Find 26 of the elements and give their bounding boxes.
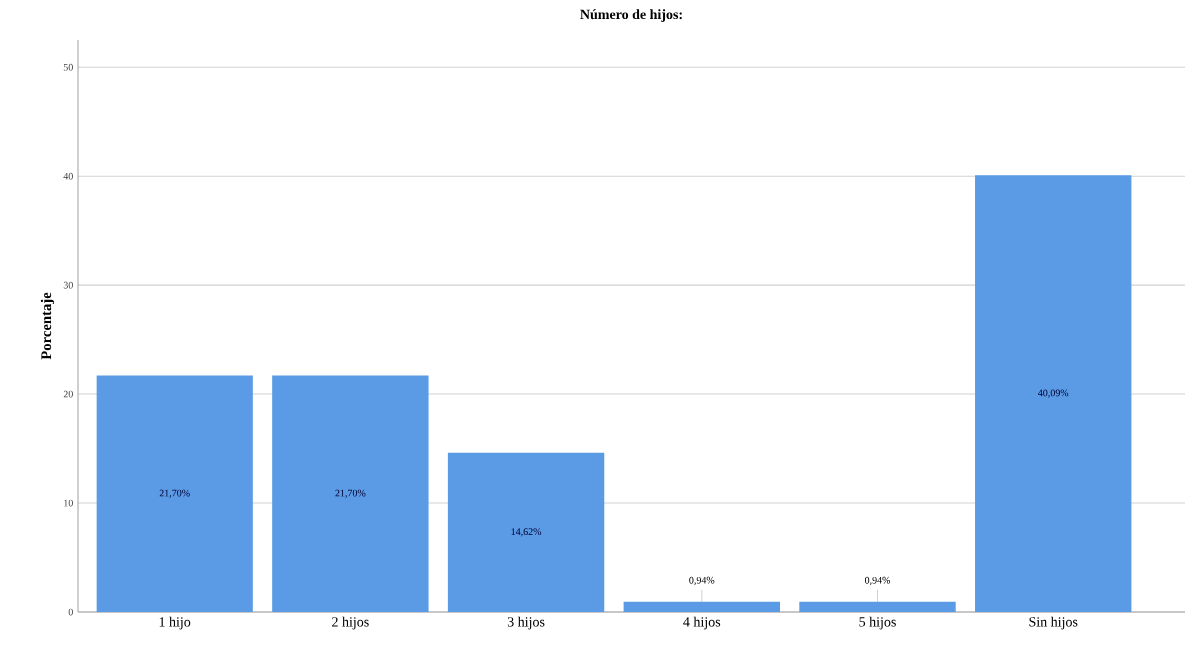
y-tick-label: 10 (64, 499, 73, 507)
x-tick-label: 1 hijo (159, 616, 191, 630)
chart-title: Número de hijos: (580, 9, 682, 22)
x-tick-label: 3 hijos (507, 616, 545, 630)
data-label: 0,94% (864, 576, 891, 586)
y-axis-title: Porcentaje (40, 292, 55, 360)
x-tick-label: 2 hijos (332, 616, 369, 630)
bar (272, 375, 429, 612)
data-label: 21,70% (335, 489, 366, 498)
bar (975, 175, 1132, 612)
bar (447, 452, 605, 612)
data-label: 40,09% (1038, 389, 1069, 398)
y-tick-label: 20 (63, 390, 73, 398)
y-tick-label: 40 (63, 172, 73, 180)
x-tick-label: 5 hijos (859, 616, 896, 630)
bar (799, 601, 956, 612)
data-label: 0,94% (689, 576, 715, 586)
data-label: 14,62% (511, 528, 542, 537)
y-tick-label: 50 (63, 63, 73, 71)
x-tick-label: Sin hijos (1029, 616, 1078, 630)
bar (623, 601, 780, 612)
y-tick-label: 30 (63, 281, 73, 289)
bar (96, 375, 253, 612)
x-tick-label: 4 hijos (683, 616, 721, 630)
y-tick-label: 0 (68, 608, 73, 616)
data-label: 21,70% (159, 489, 190, 498)
